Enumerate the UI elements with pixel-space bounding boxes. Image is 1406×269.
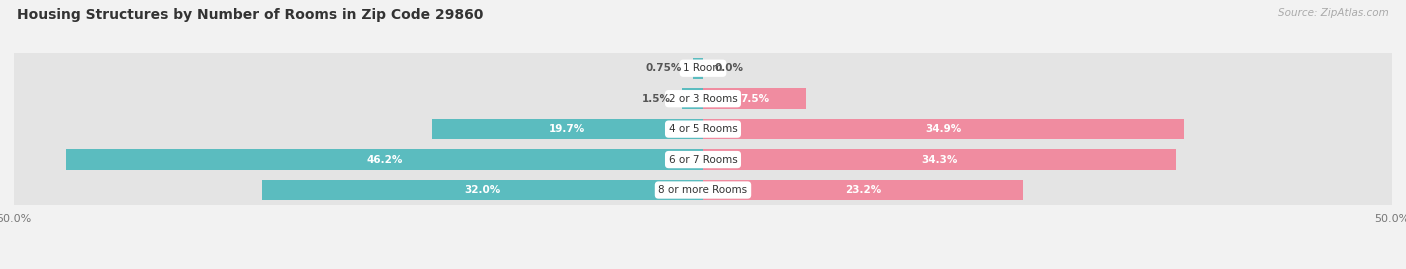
Text: 32.0%: 32.0% — [464, 185, 501, 195]
Bar — [693, 58, 703, 79]
Text: 2 or 3 Rooms: 2 or 3 Rooms — [669, 94, 737, 104]
Text: 19.7%: 19.7% — [550, 124, 585, 134]
Bar — [703, 88, 807, 109]
Text: 1 Room: 1 Room — [683, 63, 723, 73]
Bar — [703, 180, 1022, 200]
Text: 23.2%: 23.2% — [845, 185, 882, 195]
Bar — [432, 119, 703, 139]
Text: 0.75%: 0.75% — [645, 63, 682, 73]
Bar — [262, 180, 703, 200]
Bar — [66, 149, 703, 170]
Bar — [14, 83, 1392, 114]
Bar — [14, 53, 1392, 83]
Bar — [703, 119, 1184, 139]
Bar — [703, 149, 1175, 170]
Text: 7.5%: 7.5% — [740, 94, 769, 104]
Bar — [14, 114, 1392, 144]
Text: 0.0%: 0.0% — [714, 63, 742, 73]
Text: 1.5%: 1.5% — [643, 94, 671, 104]
Text: 8 or more Rooms: 8 or more Rooms — [658, 185, 748, 195]
Bar — [14, 144, 1392, 175]
Bar — [14, 175, 1392, 205]
Text: 4 or 5 Rooms: 4 or 5 Rooms — [669, 124, 737, 134]
Bar — [682, 88, 703, 109]
Text: Housing Structures by Number of Rooms in Zip Code 29860: Housing Structures by Number of Rooms in… — [17, 8, 484, 22]
Text: 34.3%: 34.3% — [921, 155, 957, 165]
Text: 46.2%: 46.2% — [367, 155, 404, 165]
Text: 34.9%: 34.9% — [925, 124, 962, 134]
Text: 6 or 7 Rooms: 6 or 7 Rooms — [669, 155, 737, 165]
Text: Source: ZipAtlas.com: Source: ZipAtlas.com — [1278, 8, 1389, 18]
